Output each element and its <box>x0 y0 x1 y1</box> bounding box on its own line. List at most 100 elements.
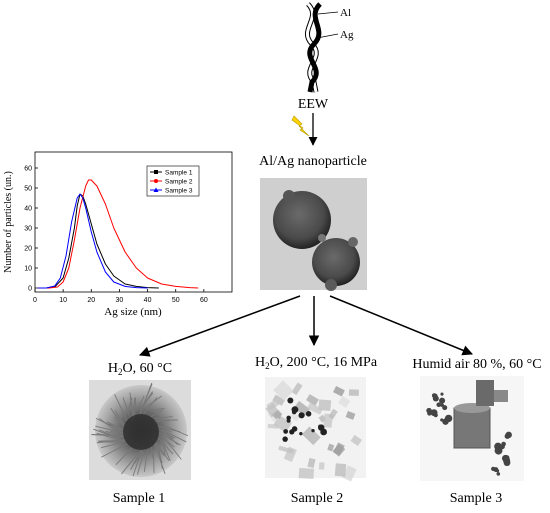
fiber-strand <box>157 433 175 448</box>
clump-particle <box>439 397 446 404</box>
fiber-strand <box>114 394 128 421</box>
fiber-strand <box>91 434 129 437</box>
fiber-strand <box>143 397 158 415</box>
dark-particle <box>283 429 289 434</box>
flake-particle <box>334 463 347 477</box>
condition-label-1: H2O, 60 °C <box>108 361 172 377</box>
nanoparticle-small <box>348 237 358 247</box>
clump-particle <box>433 413 438 418</box>
legend-label: Sample 2 <box>165 179 193 186</box>
dark-particle <box>305 411 312 417</box>
flake-particle <box>267 423 279 429</box>
fiber-strand <box>153 443 166 474</box>
y-tick-label: 0 <box>28 286 32 293</box>
clump-particle <box>444 420 448 424</box>
flake-particle <box>293 400 311 417</box>
fiber-strand <box>133 398 136 417</box>
fiber-strand <box>143 447 149 472</box>
flake-particle <box>348 389 359 396</box>
x-tick-label: 40 <box>144 297 152 304</box>
prism-crystal <box>494 390 508 402</box>
fiber-strand <box>114 409 124 425</box>
fiber-strand <box>153 420 170 422</box>
tem-image-nanoparticles <box>260 178 367 291</box>
flake-particle <box>342 465 357 482</box>
series-line-3 <box>37 193 148 289</box>
fiber-strand <box>99 418 117 432</box>
arrow-to-sample-3 <box>329 295 473 356</box>
fiber-strand <box>161 429 174 440</box>
fiber-strand <box>152 449 155 473</box>
clump-particle <box>491 466 496 472</box>
dark-particle <box>291 406 299 414</box>
y-tick-label: 40 <box>24 206 32 213</box>
nanoparticle-small <box>283 190 295 202</box>
flake-particle <box>338 396 351 408</box>
flake-particle <box>289 411 300 422</box>
y-tick-label: 30 <box>24 226 32 233</box>
fiber-strand <box>157 431 181 446</box>
nanoparticle-small <box>325 279 337 291</box>
dark-particle <box>286 418 291 423</box>
chart-legend: Sample 1 Sample 2 Sample 3 <box>146 165 200 197</box>
lightning-bolt-icon <box>291 115 310 137</box>
series-line-1 <box>37 193 159 289</box>
fiber-strand <box>159 425 172 433</box>
clump-particle <box>440 392 444 396</box>
tem-image-sample-3 <box>420 376 524 481</box>
x-tick-label: 20 <box>87 297 95 304</box>
fiber-strand <box>161 429 187 443</box>
fiber-strand <box>95 425 128 435</box>
clump-particle <box>442 405 448 411</box>
nanoparticle-large-1 <box>273 191 331 249</box>
x-tick-label: 0 <box>33 297 37 304</box>
fiber-strand <box>99 441 123 443</box>
twisted-wire-diagram: Al Ag <box>304 2 354 93</box>
flake-particle <box>272 394 286 406</box>
legend-marker <box>153 187 159 192</box>
legend-label: Sample 1 <box>165 170 193 177</box>
fiber-strand <box>140 392 154 409</box>
fiber-strand <box>158 447 163 469</box>
nanoparticle-small <box>318 234 326 242</box>
ag-label: Ag <box>340 29 354 41</box>
product-label: Al/Ag nanoparticle <box>259 154 367 169</box>
flake-particle <box>318 462 325 470</box>
flake-particle <box>307 457 316 469</box>
sample-3-label: Sample 3 <box>450 491 503 506</box>
fiber-strand <box>132 446 144 477</box>
dark-particle <box>291 426 298 432</box>
flake-particle <box>327 443 335 452</box>
clump-particle <box>440 403 444 407</box>
clump-particle <box>427 411 432 416</box>
y-tick-label: 60 <box>24 166 32 173</box>
chart-y-axis-label: Number of particles (un.) <box>3 171 14 273</box>
flake-particle <box>298 467 314 479</box>
fiber-strand <box>127 397 133 411</box>
x-tick-label: 10 <box>59 297 67 304</box>
condition-label-3: Humid air 80 %, 60 °C <box>412 357 541 372</box>
fiber-strand <box>133 453 144 464</box>
arrow-to-sample-1 <box>139 295 301 357</box>
flake-particle <box>272 409 283 420</box>
series-line-2 <box>37 179 199 289</box>
eew-label: EEW <box>298 97 329 112</box>
tem-image-sample-1 <box>89 380 191 480</box>
flake-particle <box>307 402 323 415</box>
flake-particle <box>333 386 345 397</box>
fiber-strand <box>136 395 145 411</box>
x-tick-label: 30 <box>116 297 124 304</box>
x-tick-label: 60 <box>200 297 208 304</box>
flake-particle <box>278 445 295 454</box>
fiber-strand <box>154 416 173 420</box>
prism-crystal <box>476 380 494 406</box>
clump-particle <box>494 446 503 455</box>
y-tick-label: 20 <box>24 246 32 253</box>
chart-plot-frame <box>34 151 233 293</box>
dark-particle <box>311 428 315 433</box>
fiber-strand <box>137 447 146 475</box>
clump-particle <box>432 393 438 399</box>
flake-particle <box>291 382 303 396</box>
sample-2-label: Sample 2 <box>291 491 344 506</box>
